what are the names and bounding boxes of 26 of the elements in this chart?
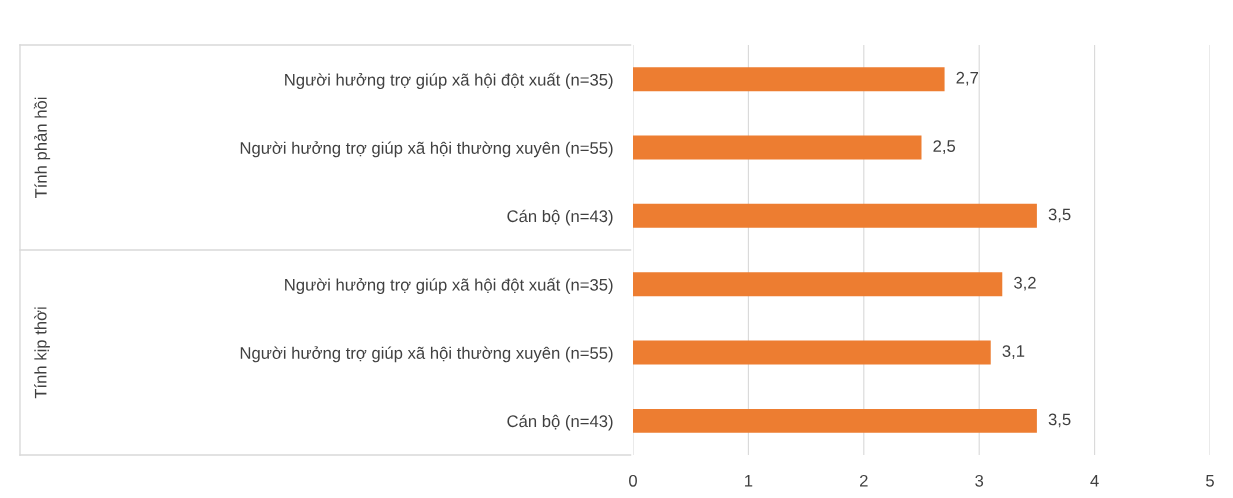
bar <box>633 67 945 92</box>
y-tick-label: Người hưởng trợ giúp xã hội đột xuất (n=35) <box>285 277 613 295</box>
text: Tính phản hồi <box>33 97 51 199</box>
y-tick-label: Người hưởng trợ giúp xã hội đột xuất (n=35) <box>285 72 613 90</box>
data-label: 3,5 <box>1048 413 1071 428</box>
y-tick-label: Cán bộ (n=43) <box>507 209 613 226</box>
x-tick-label: 4 <box>1090 475 1099 487</box>
bar <box>633 408 1037 433</box>
bar <box>633 340 991 365</box>
data-label: 3,5 <box>1048 208 1071 223</box>
y-tick-label: Người hưởng trợ giúp xã hội thường xuyên (n=55) <box>240 346 613 363</box>
text: Tính kịp thời <box>34 307 50 399</box>
y-tick-label: Người hưởng trợ giúp xã hội thường xuyên (n=55) <box>240 141 613 158</box>
x-tick-label: 0 <box>629 474 637 487</box>
data-label: 3,1 <box>1002 345 1025 359</box>
y-tick-label: Cán bộ (n=43) <box>507 414 613 431</box>
x-tick-label: 1 <box>745 475 753 487</box>
x-tick-label: 2 <box>860 474 868 487</box>
x-tick-label: 5 <box>1206 475 1214 487</box>
data-label: 3,2 <box>1014 276 1036 291</box>
bar <box>633 135 922 160</box>
bar <box>633 272 1003 297</box>
data-label: 2,5 <box>933 140 956 154</box>
data-label: 2,7 <box>956 71 979 86</box>
bar <box>633 203 1037 228</box>
x-tick-label: 3 <box>975 474 984 487</box>
